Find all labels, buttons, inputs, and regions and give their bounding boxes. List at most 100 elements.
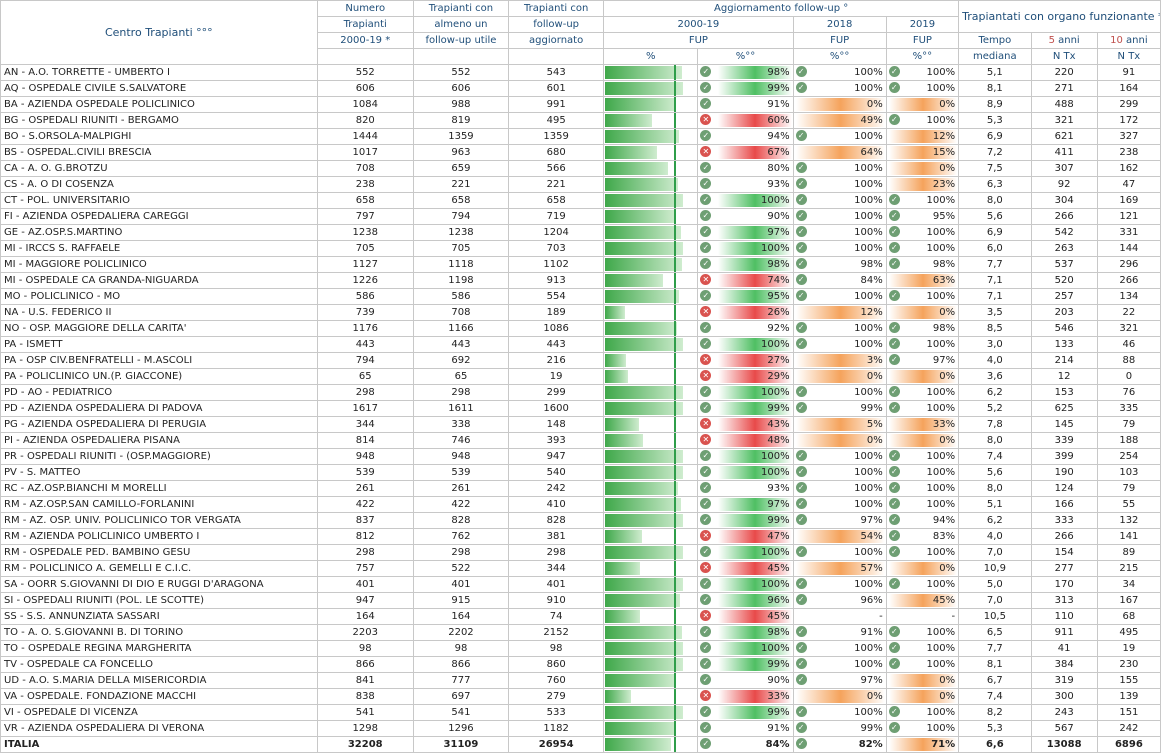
fup-2000-19-pct: ✕ 43% <box>697 416 794 433</box>
fup-bar-fill <box>605 674 676 687</box>
check-icon: ✓ <box>795 194 807 205</box>
trapianti-follow-up-utile: 65 <box>412 368 510 385</box>
trapianti-follow-up-utile: 948 <box>412 448 510 465</box>
table-row: AN - A.O. TORRETTE - UMBERTO I 552 552 543 ✓… <box>0 64 1162 81</box>
pct-value: 27% <box>767 354 790 366</box>
pct-value: 97% <box>932 354 956 366</box>
fup-2000-19-pct: ✓ 100% <box>697 576 794 593</box>
check-icon: ✓ <box>795 642 807 653</box>
fup-bar <box>603 352 699 369</box>
tempo-mediana: 10,9 <box>958 560 1032 577</box>
fup-2018-pct: 3% <box>792 352 887 369</box>
table-row: BS - OSPEDAL.CIVILI BRESCIA 1017 963 680 ✕ 67… <box>0 144 1162 161</box>
check-icon: ✓ <box>795 594 807 605</box>
fup-2019-pct: ✓ 100% <box>885 80 960 97</box>
check-icon: ✓ <box>888 210 900 221</box>
fup-2019-pct: - <box>885 608 960 625</box>
pct-value: 100% <box>854 498 883 510</box>
threshold-line <box>674 593 677 608</box>
ntx-10-anni: 103 <box>1096 464 1162 481</box>
numero-trapianti: 443 <box>316 336 414 353</box>
pct-value: 100% <box>854 706 883 718</box>
table-row: NO - OSP. MAGGIORE DELLA CARITA' 1176 1166… <box>0 320 1162 337</box>
threshold-line <box>674 193 677 208</box>
fup-bar <box>603 96 699 113</box>
fup-2019-pct: 71% <box>885 736 960 753</box>
header-2019: 2019 <box>885 16 960 33</box>
threshold-line <box>674 401 677 416</box>
pct-value: 99% <box>767 402 790 414</box>
pct-value: 71% <box>931 738 956 750</box>
numero-trapianti: 238 <box>316 176 414 193</box>
fup-2018-pct: ✓ 100% <box>792 544 887 561</box>
header-funzionante: Trapiantati con organo funzionante ** <box>958 0 1161 33</box>
center-name: CS - A. O DI COSENZA <box>0 176 318 193</box>
ntx-5-anni: 488 <box>1030 96 1098 113</box>
trapianti-follow-up-aggiornato: 566 <box>508 160 605 177</box>
fup-2019-pct: 0% <box>885 432 960 449</box>
fup-2018-pct: ✓ 99% <box>792 400 887 417</box>
fup-2019-pct: 15% <box>885 144 960 161</box>
threshold-line <box>674 609 677 624</box>
fup-2000-19-pct: ✕ 48% <box>697 432 794 449</box>
trapianti-follow-up-utile: 705 <box>412 240 510 257</box>
fup-2000-19-pct: ✓ 100% <box>697 640 794 657</box>
ntx-5-anni: 170 <box>1030 576 1098 593</box>
fup-bar <box>603 112 699 129</box>
tempo-mediana: 6,7 <box>958 672 1032 689</box>
fup-2000-19-pct: ✓ 97% <box>697 224 794 241</box>
pct-highlight <box>718 562 792 575</box>
check-icon: ✓ <box>888 82 900 93</box>
header-fup-2019: FUP <box>885 32 960 49</box>
check-icon: ✓ <box>795 482 807 493</box>
fup-bar-fill <box>605 578 684 591</box>
pct-value: 45% <box>932 594 956 606</box>
pct-value: 95% <box>932 210 956 222</box>
ntx-5-anni: 621 <box>1030 128 1098 145</box>
threshold-line <box>674 641 677 656</box>
trapianti-follow-up-aggiornato: 554 <box>508 288 605 305</box>
check-icon: ✓ <box>795 498 807 509</box>
header-numero-3: 2000-19 * <box>316 32 414 49</box>
pct-highlight <box>888 562 958 575</box>
pct-value: 91% <box>767 98 790 110</box>
fup-bar-fill <box>605 258 683 271</box>
pct-value: 100% <box>854 130 883 142</box>
pct-value: 54% <box>860 530 883 542</box>
threshold-line <box>674 705 677 720</box>
threshold-line <box>674 177 677 192</box>
check-icon: ✓ <box>795 290 807 301</box>
fup-2019-pct: ✓ 100% <box>885 720 960 737</box>
threshold-line <box>674 209 677 224</box>
check-icon: ✓ <box>795 626 807 637</box>
numero-trapianti: 401 <box>316 576 414 593</box>
fup-2018-pct: ✓ 100% <box>792 192 887 209</box>
fup-2018-pct: ✓ 100% <box>792 288 887 305</box>
fup-bar-fill <box>605 482 679 495</box>
cross-icon: ✕ <box>700 146 712 157</box>
threshold-line <box>674 673 677 688</box>
fup-bar-fill <box>605 370 629 383</box>
table-row: FI - AZIENDA OSPEDALIERA CAREGGI 797 794 71… <box>0 208 1162 225</box>
trapianti-follow-up-utile: 298 <box>412 544 510 561</box>
fup-2019-pct: 0% <box>885 96 960 113</box>
ntx-5-anni: 339 <box>1030 432 1098 449</box>
tempo-mediana: 4,0 <box>958 528 1032 545</box>
trapianti-follow-up-aggiornato: 189 <box>508 304 605 321</box>
check-icon: ✓ <box>888 194 900 205</box>
fup-2000-19-pct: ✓ 94% <box>697 128 794 145</box>
pct-value: 99% <box>767 82 790 94</box>
check-icon: ✓ <box>700 242 712 253</box>
pct-value: 0% <box>939 370 956 382</box>
fup-2019-pct: 45% <box>885 592 960 609</box>
check-icon: ✓ <box>888 450 900 461</box>
fup-2000-19-pct: ✓ 98% <box>697 256 794 273</box>
fup-2000-19-pct: ✓ 100% <box>697 448 794 465</box>
fup-2000-19-pct: ✕ 33% <box>697 688 794 705</box>
threshold-line <box>674 689 677 704</box>
check-icon: ✓ <box>888 386 900 397</box>
header-ntx-5: N Tx <box>1030 48 1098 65</box>
fup-2019-pct: ✓ 83% <box>885 528 960 545</box>
numero-trapianti: 606 <box>316 80 414 97</box>
check-icon: ✓ <box>700 258 712 269</box>
